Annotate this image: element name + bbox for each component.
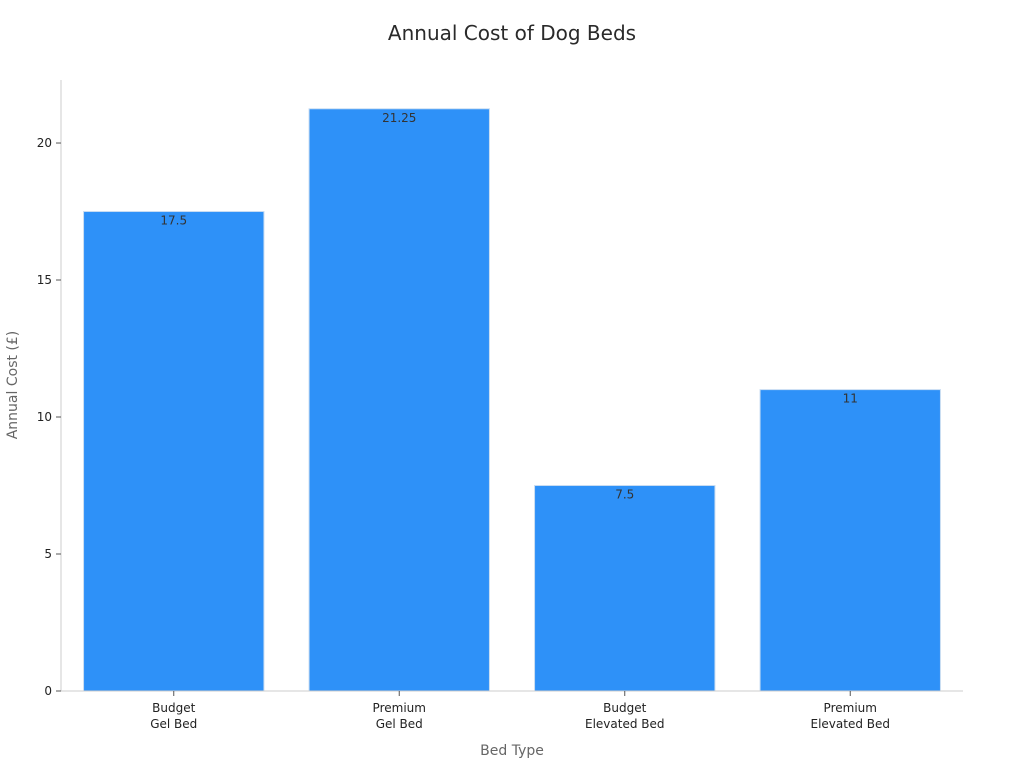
bars-layer: 17.5 21.25 7.5 11	[83, 108, 941, 692]
axes-layer: 0 5 10 15 20 Budget Gel Bed Premium Gel Bed Budge…	[37, 80, 963, 731]
x-tick-label: Premium	[824, 701, 877, 715]
bar-value-label: 17.5	[160, 214, 187, 228]
x-tick-label: Budget	[603, 701, 646, 715]
y-tick-label: 0	[44, 684, 52, 698]
x-tick-label: Budget	[152, 701, 195, 715]
y-tick-label: 10	[37, 410, 52, 424]
x-tick-label: Gel Bed	[376, 717, 423, 731]
y-tick-label: 5	[44, 547, 52, 561]
x-tick-label: Premium	[373, 701, 426, 715]
x-tick-label: Gel Bed	[150, 717, 197, 731]
y-tick-label: 20	[37, 136, 52, 150]
x-tick-label: Elevated Bed	[810, 717, 890, 731]
bar	[534, 485, 716, 692]
y-axis-title: Annual Cost (£)	[5, 331, 21, 440]
x-tick-label: Elevated Bed	[585, 717, 665, 731]
bar-value-label: 21.25	[382, 111, 416, 125]
chart-title: Annual Cost of Dog Beds	[388, 21, 636, 45]
bar	[83, 211, 265, 692]
bar-value-label: 7.5	[615, 488, 634, 502]
bar-value-label: 11	[843, 392, 858, 406]
x-axis-title: Bed Type	[480, 743, 544, 759]
y-tick-label: 15	[37, 273, 52, 287]
bar	[308, 108, 490, 692]
bar	[759, 389, 941, 692]
